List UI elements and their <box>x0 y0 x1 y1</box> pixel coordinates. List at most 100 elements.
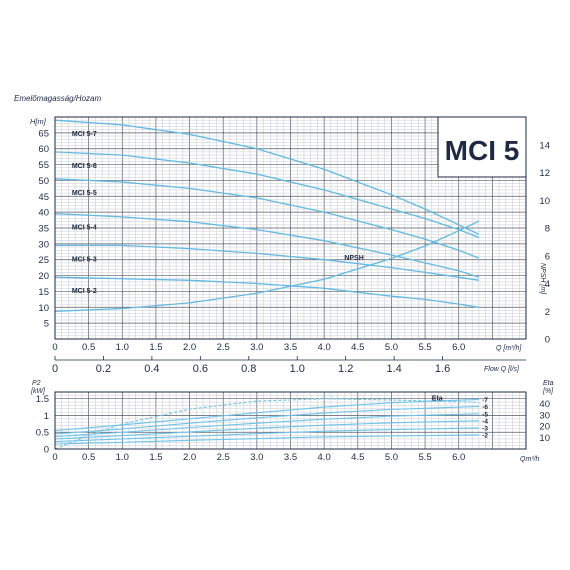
y-tick-label: 35 <box>38 224 49 235</box>
main-chart-curves <box>54 119 480 312</box>
flow-tick-label: 0.8 <box>241 363 256 375</box>
power-chart-frame <box>54 391 527 450</box>
x-tick-label: 0 <box>52 342 57 353</box>
power-axis-label-kw: [kW] <box>30 388 46 395</box>
power-series-label: -5 <box>482 411 488 418</box>
title-box <box>437 116 527 178</box>
y-tick-label: 40 <box>38 208 49 219</box>
x-tick-label: 5.0 <box>385 342 398 353</box>
y2-tick-label: 12 <box>539 168 550 179</box>
power-series-label: -7 <box>482 397 488 404</box>
y-tick-label: 30 <box>38 239 49 250</box>
series-label: MCI 5-5 <box>72 190 97 197</box>
flow-tick-label: 0 <box>52 363 58 375</box>
y2-tick-label: 6 <box>545 251 550 262</box>
eta-tick-label: 40 <box>539 399 550 410</box>
y-tick-label: 65 <box>38 128 49 139</box>
power-chart-curve-labels: Eta -7-6-5-4-3-2 <box>432 395 489 439</box>
power-x-tick-label: 1.0 <box>116 452 129 463</box>
flow-tick-label: 1.4 <box>386 363 401 375</box>
power-chart-grid <box>54 391 527 450</box>
series-label: NPSH <box>344 255 363 262</box>
y2-tick-label: 4 <box>545 279 550 290</box>
x-tick-label: 3.0 <box>250 342 263 353</box>
chart-title: MCI 5 <box>445 135 520 166</box>
power-y-tick-label: 0.5 <box>36 428 49 439</box>
power-curve <box>54 427 479 443</box>
main-chart-frame <box>54 116 527 340</box>
power-curve <box>54 420 479 440</box>
x-tick-label: 4.5 <box>351 342 364 353</box>
power-x-tick-label: 2.5 <box>217 452 230 463</box>
series-label: MCI 5-7 <box>72 131 97 138</box>
x-tick-label: 6.0 <box>452 342 465 353</box>
eta-tick-label: 20 <box>539 422 550 433</box>
curve-mci-5-2 <box>54 276 480 308</box>
flow-tick-label: 1.6 <box>435 363 450 375</box>
x-tick-label: 1.5 <box>149 342 162 353</box>
y2-tick-label: 8 <box>545 224 550 235</box>
power-curve <box>54 398 479 432</box>
flow-tick-label: 1.2 <box>338 363 353 375</box>
x-tick-label: 1.0 <box>116 342 129 353</box>
eta-axis-label: Eta <box>543 380 554 387</box>
x-tick-label: 3.5 <box>284 342 297 353</box>
x-axis-label-q: Q [m³/h] <box>496 345 522 352</box>
main-chart-ticks: 5 10 15 20 25 30 35 40 45 50 55 60 65 0 2 4 6 8 10 12 14 0 0.5… <box>38 128 550 353</box>
y-tick-label: 55 <box>38 160 49 171</box>
curve-mci-5-7 <box>54 119 480 235</box>
power-series-label: -6 <box>482 404 488 411</box>
power-series-label: -2 <box>482 432 488 439</box>
x-tick-label: 2.5 <box>217 342 230 353</box>
power-x-tick-label: 0.5 <box>82 452 95 463</box>
y2-tick-label: 14 <box>539 140 550 151</box>
x-tick-label: 4.0 <box>318 342 331 353</box>
power-x-tick-label: 4.5 <box>351 452 364 463</box>
y-tick-label: 20 <box>38 271 49 282</box>
eta-tick-label: 30 <box>539 410 550 421</box>
series-label: MCI 5-3 <box>72 256 97 263</box>
y-tick-label: 15 <box>38 287 49 298</box>
series-label: MCI 5-4 <box>72 225 97 232</box>
power-y-tick-label: 0 <box>44 445 49 456</box>
y2-tick-label: 0 <box>545 335 550 346</box>
power-x-tick-label: 2.0 <box>183 452 196 463</box>
main-chart-curve-labels: MCI 5-7 MCI 5-6 MCI 5-5 MCI 5-4 MCI 5-3 MCI 5… <box>72 131 364 295</box>
flow-tick-label: 0.6 <box>193 363 208 375</box>
power-x-axis-label: Qm³/h <box>520 456 540 463</box>
y-tick-label: 5 <box>44 319 49 330</box>
power-curve <box>54 434 479 445</box>
power-y-tick-label: 1 <box>44 411 49 422</box>
flow-tick-label: 0.4 <box>144 363 159 375</box>
power-chart-curves <box>54 398 479 450</box>
curve-npsh <box>54 220 480 312</box>
power-curve <box>54 413 479 438</box>
power-x-tick-label: 6.0 <box>452 452 465 463</box>
curve-mci-5-4 <box>54 213 480 278</box>
curve-mci-5-6 <box>54 151 480 239</box>
y-axis-label: H[m] <box>30 117 47 126</box>
x-tick-label: 2.0 <box>183 342 196 353</box>
power-x-tick-label: 4.0 <box>318 452 331 463</box>
y2-tick-label: 10 <box>539 196 550 207</box>
y2-tick-label: 2 <box>545 307 550 318</box>
eta-tick-label: 10 <box>539 433 550 444</box>
y-tick-label: 45 <box>38 192 49 203</box>
power-axis-label-p2: P2 <box>32 380 41 387</box>
y-tick-label: 60 <box>38 144 49 155</box>
x2-axis-label-flow: Flow Q [l/s] <box>484 366 520 373</box>
chart-caption: Emelőmagasság/Hozam <box>14 94 101 103</box>
x-tick-label: 0.5 <box>82 342 95 353</box>
curve-mci-5-3 <box>55 244 479 281</box>
flow-tick-label: 0.2 <box>96 363 111 375</box>
power-curve <box>54 398 479 450</box>
eta-axis-unit: [%] <box>542 388 554 395</box>
power-x-tick-label: 0 <box>52 452 57 463</box>
y2-axis-label-npsh: NPSH [m] <box>539 263 546 295</box>
flow-axis-ticks: 0 0.2 0.4 0.6 0.8 1.0 1.2 1.4 1.6 <box>52 356 450 375</box>
power-series-label: -4 <box>482 418 488 425</box>
y-tick-label: 10 <box>38 303 49 314</box>
power-series-label: Eta <box>432 395 443 402</box>
x-tick-label: 5.5 <box>418 342 431 353</box>
